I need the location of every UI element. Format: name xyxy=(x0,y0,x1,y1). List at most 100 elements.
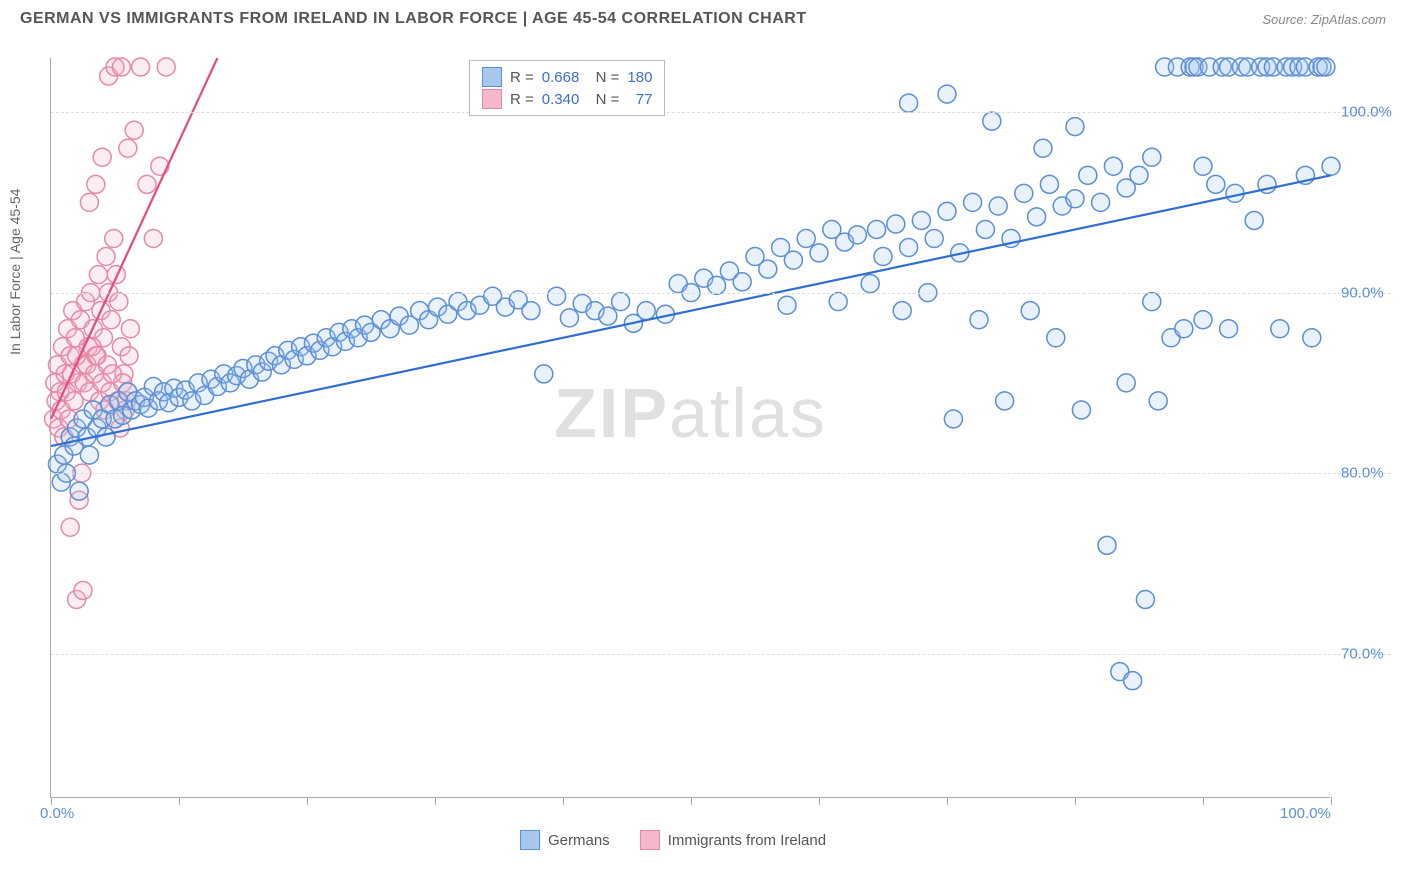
data-point xyxy=(938,85,956,103)
source-label: Source: ZipAtlas.com xyxy=(1262,12,1386,27)
data-point xyxy=(733,273,751,291)
x-tick xyxy=(563,797,564,805)
data-point xyxy=(138,175,156,193)
data-point xyxy=(1143,148,1161,166)
data-point xyxy=(1124,672,1142,690)
data-point xyxy=(1207,175,1225,193)
x-tick xyxy=(1075,797,1076,805)
data-point xyxy=(900,239,918,257)
data-point xyxy=(535,365,553,383)
data-point xyxy=(1066,190,1084,208)
data-point xyxy=(1175,320,1193,338)
data-point xyxy=(1021,302,1039,320)
y-tick-label: 100.0% xyxy=(1341,104,1392,121)
data-point xyxy=(1194,311,1212,329)
n-value-ireland: 77 xyxy=(627,91,652,108)
data-point xyxy=(759,260,777,278)
data-point xyxy=(1104,157,1122,175)
legend-item-germans: Germans xyxy=(520,830,610,850)
data-point xyxy=(887,215,905,233)
x-tick xyxy=(435,797,436,805)
gridline xyxy=(51,112,1391,113)
data-point xyxy=(912,211,930,229)
data-point xyxy=(599,307,617,325)
data-point xyxy=(861,275,879,293)
y-axis-label: In Labor Force | Age 45-54 xyxy=(7,189,23,355)
data-point xyxy=(70,482,88,500)
data-point xyxy=(80,446,98,464)
data-point xyxy=(1028,208,1046,226)
chart-plot-area: ZIPatlas R = 0.668 N = 180 R = 0.340 N =… xyxy=(50,58,1330,798)
data-point xyxy=(1079,166,1097,184)
stats-row-germans: R = 0.668 N = 180 xyxy=(482,67,652,87)
data-point xyxy=(157,58,175,76)
data-point xyxy=(80,193,98,211)
data-point xyxy=(1047,329,1065,347)
data-point xyxy=(74,581,92,599)
data-point xyxy=(1015,184,1033,202)
data-point xyxy=(1066,118,1084,136)
data-point xyxy=(1117,374,1135,392)
data-point xyxy=(125,121,143,139)
stats-row-ireland: R = 0.340 N = 77 xyxy=(482,89,652,109)
r-value-ireland: 0.340 xyxy=(542,91,580,108)
x-tick xyxy=(51,797,52,805)
data-point xyxy=(983,112,1001,130)
data-point xyxy=(970,311,988,329)
n-label: N = xyxy=(587,91,619,108)
x-tick xyxy=(307,797,308,805)
chart-title: GERMAN VS IMMIGRANTS FROM IRELAND IN LAB… xyxy=(20,10,807,28)
legend-item-ireland: Immigrants from Ireland xyxy=(640,830,826,850)
data-point xyxy=(612,293,630,311)
data-point xyxy=(144,229,162,247)
data-point xyxy=(893,302,911,320)
data-point xyxy=(522,302,540,320)
r-label: R = xyxy=(510,69,534,86)
data-point xyxy=(944,410,962,428)
legend-label-germans: Germans xyxy=(548,832,610,849)
data-point xyxy=(989,197,1007,215)
data-point xyxy=(637,302,655,320)
legend-swatch-ireland xyxy=(640,830,660,850)
data-point xyxy=(1303,329,1321,347)
x-tick xyxy=(819,797,820,805)
data-point xyxy=(868,220,886,238)
data-point xyxy=(1245,211,1263,229)
data-point xyxy=(1130,166,1148,184)
data-point xyxy=(107,266,125,284)
data-point xyxy=(97,248,115,266)
data-point xyxy=(797,229,815,247)
data-point xyxy=(105,229,123,247)
n-value-germans: 180 xyxy=(627,69,652,86)
legend-bottom: Germans Immigrants from Ireland xyxy=(520,830,826,850)
data-point xyxy=(1143,293,1161,311)
data-point xyxy=(132,58,150,76)
data-point xyxy=(1072,401,1090,419)
y-tick-label: 80.0% xyxy=(1341,465,1384,482)
header: GERMAN VS IMMIGRANTS FROM IRELAND IN LAB… xyxy=(0,0,1406,36)
data-point xyxy=(925,229,943,247)
x-tick xyxy=(1331,797,1332,805)
data-point xyxy=(61,518,79,536)
y-tick-label: 70.0% xyxy=(1341,645,1384,662)
data-point xyxy=(829,293,847,311)
r-value-germans: 0.668 xyxy=(542,69,580,86)
n-label: N = xyxy=(587,69,619,86)
swatch-germans xyxy=(482,67,502,87)
x-tick xyxy=(691,797,692,805)
data-point xyxy=(97,428,115,446)
data-point xyxy=(874,248,892,266)
gridline xyxy=(51,293,1391,294)
data-point xyxy=(560,309,578,327)
x-tick-label: 0.0% xyxy=(40,805,74,822)
data-point xyxy=(548,287,566,305)
data-point xyxy=(1322,157,1340,175)
data-point xyxy=(810,244,828,262)
stats-legend-box: R = 0.668 N = 180 R = 0.340 N = 77 xyxy=(469,60,665,116)
data-point xyxy=(900,94,918,112)
data-point xyxy=(102,311,120,329)
data-point xyxy=(112,58,130,76)
data-point xyxy=(1317,58,1335,76)
data-point xyxy=(778,296,796,314)
data-point xyxy=(938,202,956,220)
